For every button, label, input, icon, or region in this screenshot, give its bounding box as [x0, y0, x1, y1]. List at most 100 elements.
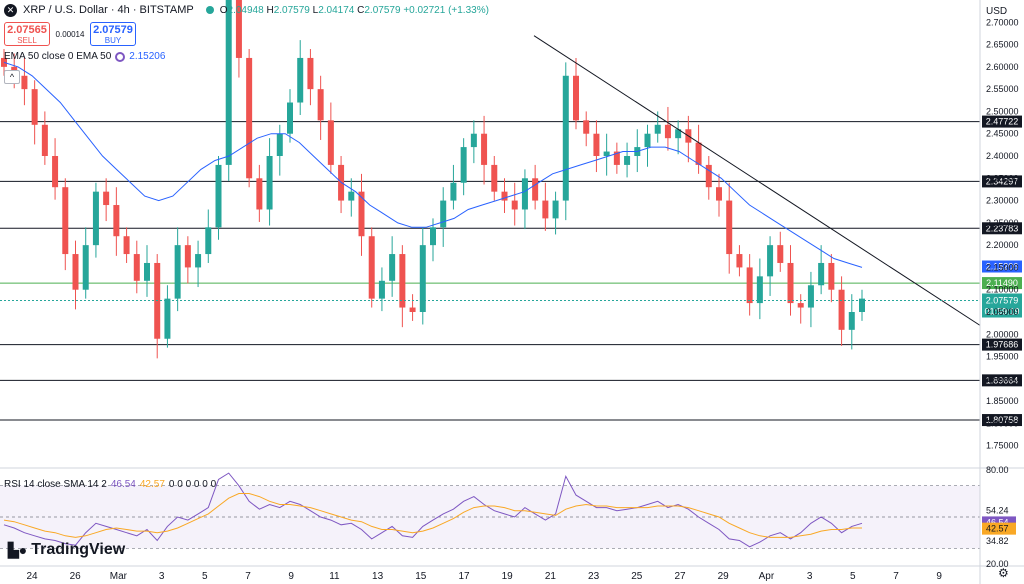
candle-body: [246, 57, 253, 179]
time-tick-label: 19: [502, 571, 514, 582]
ema-legend[interactable]: EMA 50 close 0 EMA 50 2.15206: [4, 51, 165, 62]
price-tick-label: 2.55000: [986, 84, 1019, 94]
sell-label: SELL: [17, 35, 37, 45]
sell-button[interactable]: 2.07565 SELL: [4, 22, 50, 46]
candle-body: [481, 133, 488, 165]
price-tick-label: 2.30000: [986, 196, 1019, 206]
time-tick-label: 9: [288, 571, 294, 582]
symbol-title[interactable]: XRP / U.S. Dollar · 4h · BITSTAMP: [23, 4, 194, 16]
indicator-loading-icon: [115, 51, 126, 62]
level-label: 1.97686: [986, 340, 1019, 350]
candle-body: [705, 164, 712, 188]
candle-body: [215, 164, 222, 228]
candle-body: [562, 75, 569, 201]
price-badge: [982, 293, 1022, 318]
ohlc-h-key: H: [266, 4, 274, 16]
spread-value: 0.00014: [55, 29, 85, 39]
candle-body: [470, 133, 477, 148]
rsi-value-label: 54.24: [986, 505, 1009, 515]
candle-body: [746, 267, 753, 304]
level-badge: [982, 338, 1022, 351]
level-badge: [982, 374, 1022, 387]
candle-body: [144, 262, 150, 281]
candle-body: [276, 133, 283, 156]
candle-body: [797, 303, 804, 308]
candle-body: [491, 164, 498, 192]
ohlc-l-value: 2.04174: [318, 4, 355, 16]
candle-body: [409, 307, 416, 312]
price-tick-label: 2.45000: [986, 129, 1019, 139]
price-tick-label: 2.70000: [986, 17, 1019, 27]
candle-body: [593, 133, 600, 156]
price-tick-label: 2.50000: [986, 106, 1019, 116]
candle-body: [72, 254, 79, 290]
time-tick-label: 29: [718, 571, 730, 582]
time-tick-label: 9: [936, 571, 942, 582]
trade-panel: 2.07565 SELL 0.00014 2.07579 BUY: [4, 22, 136, 46]
candle-body: [195, 254, 202, 268]
candle-body: [307, 57, 314, 90]
rsi-value-label: 34.82: [986, 536, 1009, 546]
candle-body: [419, 245, 426, 312]
rsi-legend[interactable]: RSI 14 close SMA 14 2 46.54 42.57 0 0 0 …: [4, 479, 216, 490]
time-tick-label: 5: [850, 571, 856, 582]
price-axis[interactable]: 1.75000 1.80000 1.85000 1.90000 1.95000 2.000…: [979, 0, 1019, 584]
candle-body: [624, 156, 631, 165]
time-tick-label: Mar: [110, 571, 128, 582]
candle-body: [133, 254, 140, 281]
ema-badge-label: 2.15206: [986, 262, 1019, 272]
ohlc-change: +0.02721 (+1.33%): [403, 4, 489, 16]
level-badge: [982, 222, 1022, 235]
collapse-legend-button[interactable]: ^: [4, 70, 20, 84]
candle-body: [287, 102, 293, 134]
time-tick-label: 13: [372, 571, 384, 582]
rsi-line: [3, 472, 863, 548]
time-tick-label: 3: [807, 571, 813, 582]
currency-label[interactable]: USD: [986, 6, 1008, 17]
candle-body: [1, 57, 7, 67]
ema-legend-value: 2.15206: [129, 51, 166, 62]
candle-body: [103, 191, 110, 206]
candle-body: [327, 120, 334, 165]
candle-body: [828, 262, 835, 290]
ema-50-line: [3, 61, 863, 268]
level-badge: [982, 115, 1022, 128]
price-tick-label: 2.60000: [986, 62, 1019, 72]
time-axis[interactable]: 24 26 Mar 3 5 7 9 11 13 15 17 19 21 23 25 27 29 Apr 3 5 7 9: [26, 571, 942, 582]
time-tick-label: Apr: [759, 571, 775, 582]
ohlc-c-value: 2.07579: [364, 4, 401, 16]
rsi-legend-value: 46.54: [110, 479, 136, 490]
candle-body: [113, 205, 120, 237]
sell-price: 2.07565: [7, 23, 47, 36]
candle-body: [573, 75, 579, 121]
candle-body: [583, 120, 590, 134]
candle-body: [807, 285, 814, 308]
level-badge: [982, 277, 1022, 290]
time-tick-label: 21: [545, 571, 557, 582]
xrp-logo-icon: ✕: [4, 3, 17, 17]
settings-gear-icon[interactable]: ⚙: [998, 566, 1009, 580]
candle-body: [82, 245, 89, 290]
candle-body: [818, 262, 825, 286]
candle-body: [859, 298, 865, 312]
trendline[interactable]: [533, 35, 981, 326]
horizontal-levels: 2.47722 2.34297 2.23783 2.11490 1.97686 1.896…: [0, 115, 1022, 427]
time-tick-label: 7: [245, 571, 251, 582]
candle-body: [368, 236, 375, 299]
candle-body: [430, 227, 436, 246]
candle-body: [92, 191, 99, 246]
ohlc-o-value: 2.04948: [227, 4, 264, 16]
candle-body: [31, 89, 38, 125]
candle-body: [62, 187, 69, 255]
level-label: 2.23783: [986, 223, 1019, 233]
price-tick-label: 2.05000: [986, 307, 1019, 317]
candle-body: [532, 178, 539, 201]
rsi-badge: [982, 522, 1016, 535]
candle-body: [450, 182, 457, 201]
candle-body: [726, 200, 733, 255]
price-tick-label: 2.35000: [986, 173, 1019, 183]
buy-button[interactable]: 2.07579 BUY: [90, 22, 136, 46]
candle-body: [675, 129, 682, 139]
candle-body: [521, 178, 528, 210]
